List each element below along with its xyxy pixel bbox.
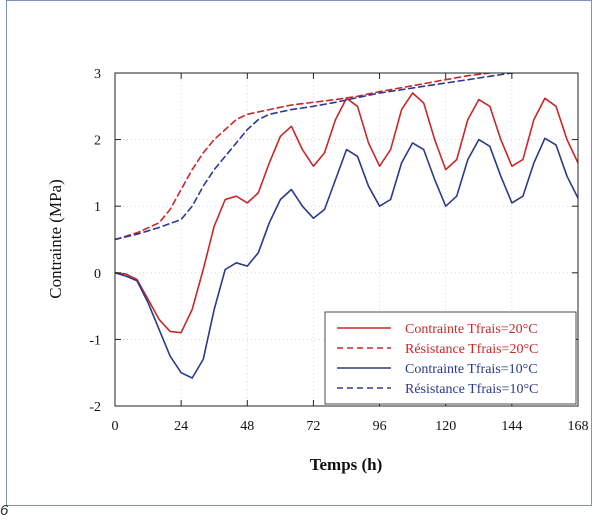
figure-frame — [6, 0, 592, 506]
y-tick-label: 1 — [94, 200, 101, 215]
series-line-3 — [115, 137, 578, 379]
legend-label: Contrainte Tfrais=20°C — [405, 322, 538, 337]
x-tick-label: 72 — [306, 419, 320, 434]
series-line-4 — [115, 73, 519, 241]
figure-number: 6 — [0, 502, 9, 519]
x-tick-label: 0 — [112, 419, 119, 434]
y-tick-label: -2 — [89, 400, 101, 415]
series-line-1 — [115, 92, 578, 334]
ticks: -2 -1 0 1 2 3 0 24 48 72 96 120 144 168 — [89, 67, 588, 434]
series-layer — [115, 73, 578, 379]
y-axis-label: Contrainte (MPa) — [46, 179, 65, 298]
legend-label: Contrainte Tfrais=10°C — [405, 362, 538, 377]
y-tick-label: 3 — [94, 67, 101, 82]
y-tick-label: 0 — [94, 267, 101, 282]
x-tick-label: 48 — [240, 419, 254, 434]
y-tick-label: -1 — [89, 333, 101, 348]
x-tick-label: 144 — [501, 419, 522, 434]
x-tick-label: 168 — [568, 419, 589, 434]
legend-label: Résistance Tfrais=10°C — [405, 382, 538, 397]
y-tick-label: 2 — [94, 134, 101, 149]
x-tick-label: 24 — [174, 419, 188, 434]
x-tick-label: 96 — [373, 419, 387, 434]
x-axis-label: Temps (h) — [310, 455, 383, 474]
legend: Contrainte Tfrais=20°C Résistance Tfrais=… — [324, 311, 577, 405]
plot-area-border — [114, 72, 579, 407]
legend-label: Résistance Tfrais=20°C — [405, 342, 538, 357]
x-tick-label: 120 — [435, 419, 456, 434]
